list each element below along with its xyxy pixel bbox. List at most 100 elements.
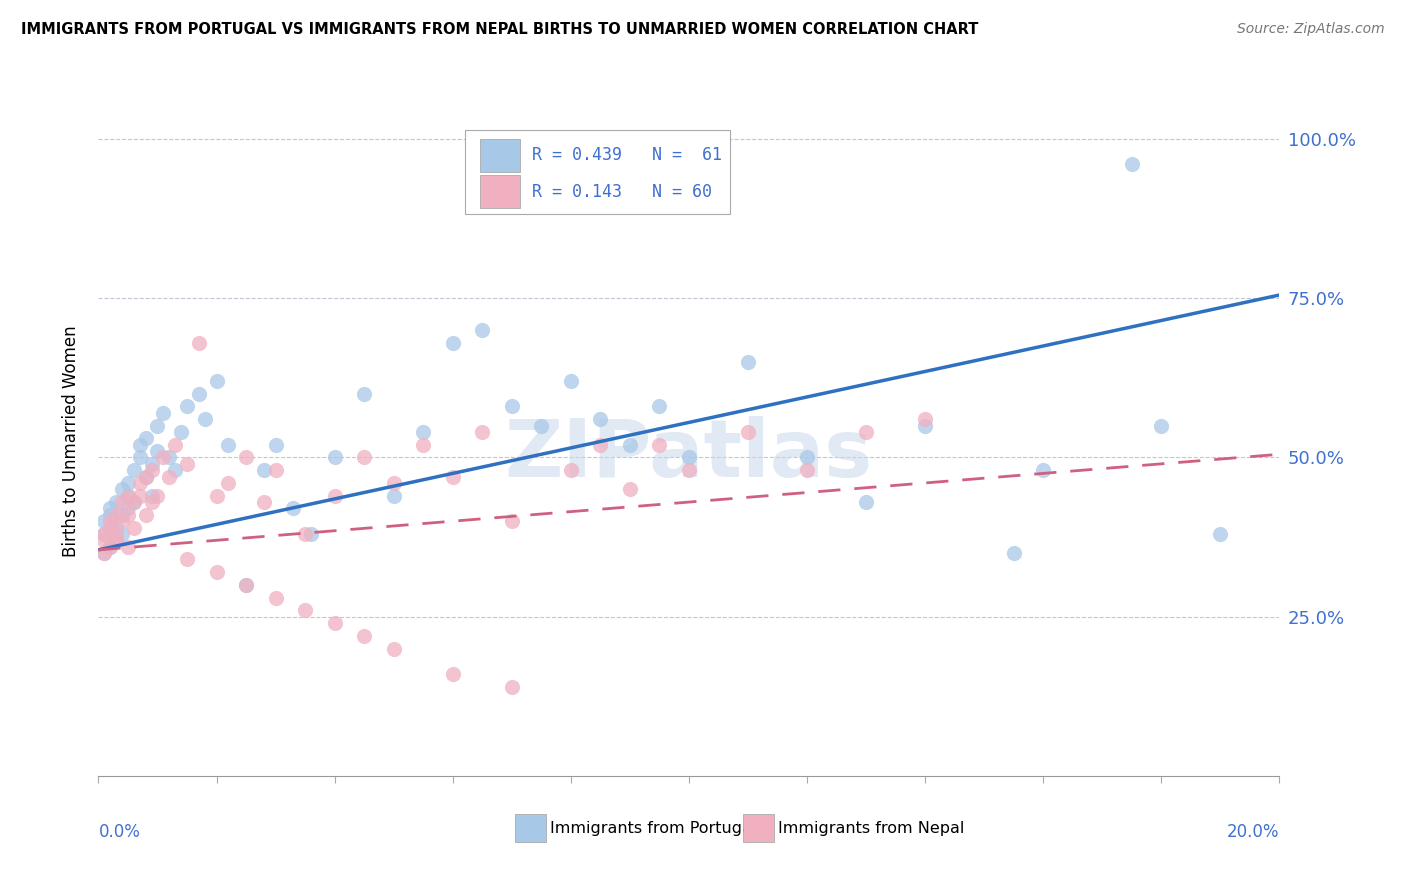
Point	[98, 540, 121, 554]
Point	[353, 386, 375, 401]
FancyBboxPatch shape	[479, 175, 520, 208]
Point	[128, 450, 150, 465]
Point	[170, 425, 193, 439]
Point	[294, 527, 316, 541]
Point	[589, 438, 612, 452]
Point	[122, 463, 145, 477]
Point	[855, 495, 877, 509]
Point	[914, 418, 936, 433]
Point	[122, 520, 145, 534]
Point	[117, 508, 139, 522]
Point	[105, 533, 128, 548]
Point	[135, 469, 157, 483]
Point	[471, 425, 494, 439]
Point	[235, 578, 257, 592]
FancyBboxPatch shape	[744, 814, 773, 842]
Point	[217, 438, 239, 452]
Point	[1002, 546, 1025, 560]
Point	[135, 469, 157, 483]
Point	[471, 323, 494, 337]
Point	[1150, 418, 1173, 433]
Point	[353, 629, 375, 643]
Text: R = 0.439   N =  61: R = 0.439 N = 61	[531, 146, 721, 164]
Point	[205, 565, 228, 579]
Point	[187, 386, 209, 401]
FancyBboxPatch shape	[516, 814, 546, 842]
Point	[412, 425, 434, 439]
Point	[98, 501, 121, 516]
Point	[152, 450, 174, 465]
Point	[501, 680, 523, 694]
Point	[205, 489, 228, 503]
Point	[105, 495, 128, 509]
Point	[441, 469, 464, 483]
Point	[501, 400, 523, 414]
Point	[205, 374, 228, 388]
Point	[264, 591, 287, 605]
Point	[176, 552, 198, 566]
Text: ZIPatlas: ZIPatlas	[505, 416, 873, 494]
Point	[157, 469, 180, 483]
Point	[737, 355, 759, 369]
Point	[619, 483, 641, 497]
Point	[412, 438, 434, 452]
Point	[105, 520, 128, 534]
Point	[678, 450, 700, 465]
FancyBboxPatch shape	[464, 130, 730, 214]
Text: IMMIGRANTS FROM PORTUGAL VS IMMIGRANTS FROM NEPAL BIRTHS TO UNMARRIED WOMEN CORR: IMMIGRANTS FROM PORTUGAL VS IMMIGRANTS F…	[21, 22, 979, 37]
Point	[93, 514, 115, 528]
Point	[441, 335, 464, 350]
Point	[165, 438, 187, 452]
Point	[294, 603, 316, 617]
Text: 0.0%: 0.0%	[98, 822, 141, 841]
Point	[128, 475, 150, 490]
Text: Source: ZipAtlas.com: Source: ZipAtlas.com	[1237, 22, 1385, 37]
Point	[93, 527, 115, 541]
Point	[98, 514, 121, 528]
Point	[165, 463, 187, 477]
FancyBboxPatch shape	[479, 139, 520, 172]
Text: Immigrants from Nepal: Immigrants from Nepal	[778, 821, 965, 836]
Point	[146, 444, 169, 458]
Point	[855, 425, 877, 439]
Point	[1209, 527, 1232, 541]
Point	[117, 489, 139, 503]
Point	[128, 438, 150, 452]
Point	[152, 406, 174, 420]
Point	[382, 641, 405, 656]
Point	[117, 501, 139, 516]
Point	[141, 495, 163, 509]
Point	[176, 400, 198, 414]
Point	[283, 501, 305, 516]
Point	[382, 475, 405, 490]
Point	[264, 463, 287, 477]
Point	[323, 616, 346, 631]
Point	[648, 400, 671, 414]
Point	[235, 450, 257, 465]
Point	[111, 495, 134, 509]
Point	[135, 508, 157, 522]
Point	[382, 489, 405, 503]
Point	[117, 489, 139, 503]
Point	[135, 431, 157, 445]
Point	[619, 438, 641, 452]
Text: Immigrants from Portugal: Immigrants from Portugal	[550, 821, 756, 836]
Point	[98, 508, 121, 522]
Point	[530, 418, 553, 433]
Point	[157, 450, 180, 465]
Point	[117, 475, 139, 490]
Point	[589, 412, 612, 426]
Point	[111, 483, 134, 497]
Point	[146, 418, 169, 433]
Point	[560, 463, 582, 477]
Point	[122, 495, 145, 509]
Point	[111, 514, 134, 528]
Point	[111, 508, 134, 522]
Point	[93, 546, 115, 560]
Point	[93, 527, 115, 541]
Point	[914, 412, 936, 426]
Point	[253, 495, 276, 509]
Point	[93, 533, 115, 548]
Point	[93, 546, 115, 560]
Point	[105, 527, 128, 541]
